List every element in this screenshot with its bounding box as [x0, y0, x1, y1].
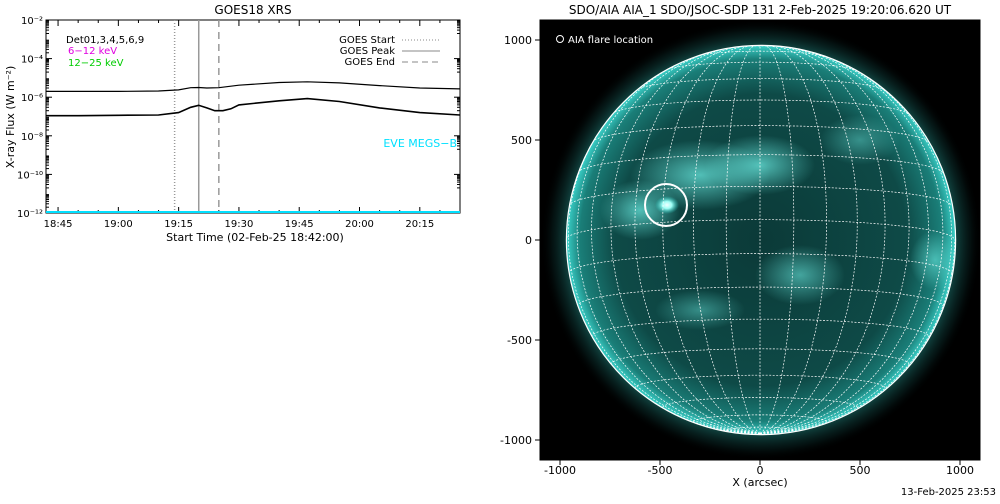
grid-line: [759, 73, 952, 434]
grid-line: [759, 45, 827, 434]
bright-region: [655, 290, 745, 330]
grid-line: [610, 46, 761, 434]
grid-line: [591, 48, 761, 434]
y-tick-label: 500: [511, 134, 532, 147]
goes-plot-area: 10⁻¹² 10⁻¹⁰ 10⁻⁸ 10⁻⁶ 10⁻⁴ 10⁻² 18:45 19:00 19:…: [17, 16, 461, 230]
solar-disk: [566, 45, 956, 435]
grid-line: [759, 46, 910, 434]
flare-core: [655, 196, 679, 214]
legend-circle-icon: [556, 35, 564, 43]
y-tick-label: 10⁻²: [21, 16, 43, 27]
goes-xlabel: Start Time (02-Feb-25 18:42:00): [166, 231, 344, 244]
grid-line: [662, 45, 761, 434]
y-tick-label: 10⁻⁸: [21, 132, 43, 143]
grid-line: [635, 78, 885, 91]
grid-line: [693, 45, 761, 434]
heliographic-grid: [566, 45, 955, 434]
grid-line: [759, 239, 955, 434]
grid-line: [611, 99, 909, 115]
y-tick-label: 10⁻⁶: [21, 93, 43, 104]
eve-label: EVE MEGS−B: [383, 137, 457, 150]
grid-line: [591, 318, 929, 337]
aia-title: SDO/AIA AIA_1 SDO/JSOC-SDP 131 2-Feb-202…: [569, 3, 952, 17]
grid-line: [566, 239, 761, 434]
grid-line: [568, 186, 952, 206]
y-tick-label: 0: [525, 234, 532, 247]
x-tick-label: -500: [648, 464, 673, 477]
aia-panel: SDO/AIA AIA_1 SDO/JSOC-SDP 131 2-Feb-202…: [500, 3, 981, 489]
grid-line: [634, 45, 761, 434]
band-label-6-12: 6−12 keV: [68, 46, 117, 57]
grid-line: [759, 45, 858, 434]
grid-line: [568, 73, 761, 434]
goes-ylabel: X-ray Flux (W m⁻²): [4, 66, 17, 168]
x-tick-label: 19:45: [285, 219, 314, 230]
grid-line: [759, 45, 886, 434]
goes-legend: GOES Start GOES Peak GOES End: [339, 35, 440, 68]
x-tick-label: -1000: [544, 464, 576, 477]
x-tick-label: 1000: [946, 464, 974, 477]
aia-legend: AIA flare location: [568, 35, 653, 46]
x-tick-label: 19:30: [225, 219, 254, 230]
goes-y-ticks: 10⁻¹² 10⁻¹⁰ 10⁻⁸ 10⁻⁶ 10⁻⁴ 10⁻²: [17, 16, 460, 220]
goes-markers: [173, 20, 220, 213]
y-tick-label: -500: [507, 334, 532, 347]
x-tick-label: 500: [850, 464, 871, 477]
aia-image: [540, 20, 980, 460]
active-regions: [600, 115, 956, 330]
grid-line: [576, 286, 944, 307]
y-tick-label: -1000: [500, 434, 532, 447]
x-tick-label: 0: [757, 464, 764, 477]
legend-goes-peak: GOES Peak: [340, 46, 395, 57]
aia-x-ticks: -1000 -500 0 500 1000: [544, 460, 974, 477]
y-tick-label: 10⁻¹²: [17, 209, 43, 220]
x-tick-label: 20:15: [405, 219, 434, 230]
flare-location-circle: [644, 183, 688, 227]
x-tick-label: 19:15: [164, 219, 193, 230]
solar-limb: [565, 44, 957, 436]
goes-panel: GOES18 XRS 10⁻¹² 10⁻¹⁰ 10⁻⁸ 10⁻⁶ 10⁻⁴ 10⁻² 18…: [4, 3, 461, 244]
x-tick-label: 19:00: [104, 219, 133, 230]
detector-label: Det01,3,4,5,6,9: [66, 35, 144, 46]
legend-goes-start: GOES Start: [339, 35, 395, 46]
grid-line: [759, 48, 929, 434]
grid-line: [759, 53, 944, 434]
band-label-12-25: 12−25 keV: [68, 58, 124, 69]
aia-y-ticks: -1000 -500 0 500 1000: [500, 34, 540, 447]
goes-series: [46, 81, 460, 117]
bright-region: [910, 230, 956, 290]
y-tick-label: 1000: [504, 34, 532, 47]
bright-region: [705, 135, 815, 195]
legend-goes-end: GOES End: [345, 57, 395, 68]
timestamp: 13-Feb-2025 23:53: [900, 487, 996, 498]
grid-line: [576, 53, 761, 434]
flux-series-line: [46, 97, 460, 117]
y-tick-label: 10⁻⁴: [21, 55, 43, 66]
x-tick-label: 20:00: [345, 219, 374, 230]
x-tick-label: 18:45: [44, 219, 73, 230]
grid-line: [591, 125, 929, 143]
aia-xlabel: X (arcsec): [732, 476, 787, 489]
goes-title: GOES18 XRS: [214, 3, 291, 17]
y-tick-label: 10⁻¹⁰: [17, 170, 43, 181]
flux-series-line: [46, 81, 460, 92]
